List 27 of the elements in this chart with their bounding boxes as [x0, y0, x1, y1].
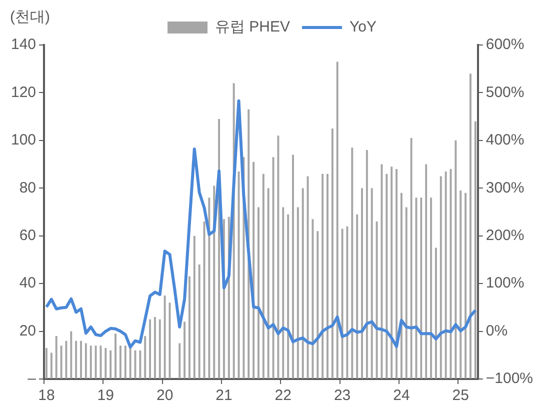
- x-tick-label: 23: [334, 387, 351, 404]
- y2-tick-label: 100%: [486, 274, 524, 292]
- y2-tick-label: 300%: [486, 179, 524, 196]
- y2-tick-label: 200%: [486, 227, 524, 244]
- y-tick-label: 140: [10, 36, 36, 54]
- y-tick-label: 120: [10, 84, 36, 101]
- x-tick-label: 20: [156, 387, 174, 404]
- y2-tick-label: 0%: [486, 322, 508, 340]
- x-tick-label: 19: [97, 387, 114, 404]
- y-tick-label: 80: [19, 179, 36, 196]
- y2-tick-label: 500%: [486, 84, 524, 101]
- y-tick-label: 20: [19, 322, 36, 340]
- y2-tick-label: 400%: [486, 132, 524, 149]
- y-tick-label: 40: [19, 274, 36, 292]
- x-tick-label: 21: [216, 387, 232, 404]
- x-tick-label: 22: [274, 387, 292, 404]
- x-tick-label: 25: [452, 387, 469, 404]
- y-tick-label: 60: [19, 227, 36, 244]
- y-axis-title: (천대): [10, 8, 50, 26]
- x-tick-label: 18: [38, 387, 55, 404]
- y-tick-label: 100: [10, 132, 36, 149]
- y2-tick-label: 600%: [486, 36, 524, 54]
- y2-tick-label: −100%: [486, 370, 533, 388]
- legend-label: YoY: [350, 18, 377, 36]
- y-tick-label: –: [28, 370, 37, 388]
- x-tick-label: 24: [393, 387, 410, 404]
- legend-label: 유럽 PHEV: [215, 18, 290, 36]
